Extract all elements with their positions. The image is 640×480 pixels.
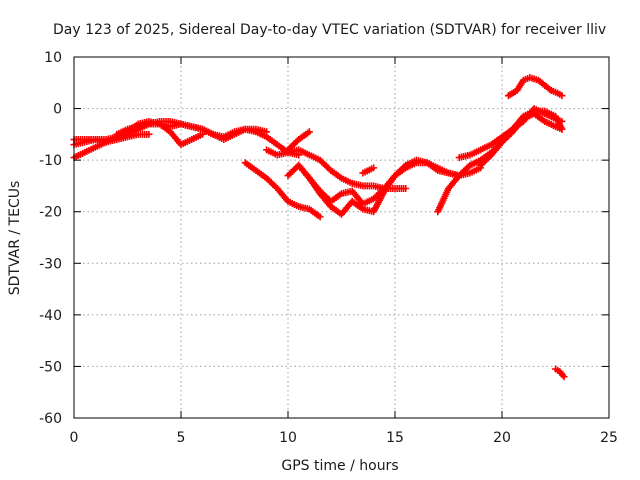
data-point-marker — [558, 125, 566, 133]
data-point-marker — [370, 164, 378, 172]
x-tick-label: 0 — [70, 430, 79, 446]
data-point-marker — [305, 128, 313, 136]
data-point-marker — [198, 130, 206, 138]
y-tick-label: -40 — [39, 308, 62, 324]
y-tick-label: -10 — [39, 153, 62, 169]
x-tick-label: 20 — [493, 430, 511, 446]
series-track-j — [359, 164, 378, 177]
y-tick-label: -50 — [39, 359, 62, 375]
data-point-marker — [263, 128, 271, 136]
data-point-marker — [400, 163, 408, 171]
series-track-e — [241, 159, 324, 221]
series-track-f — [263, 146, 410, 193]
series-track-m — [477, 107, 566, 169]
data-point-marker — [145, 130, 153, 138]
data-point-marker — [560, 373, 568, 381]
chart-title: Day 123 of 2025, Sidereal Day-to-day VTE… — [53, 22, 606, 38]
series-track-o — [552, 365, 568, 381]
axis-ticks: 0 5 10 15 20 25 -60 -50 -40 -30 -20 -10 0 10 — [39, 50, 618, 446]
data-series — [70, 74, 568, 381]
series-track-i — [284, 128, 313, 154]
plot-frame — [73, 56, 610, 419]
y-tick-label: -30 — [39, 256, 62, 272]
y-tick-label: -60 — [39, 411, 62, 427]
data-point-marker — [402, 185, 410, 193]
y-axis-label: SDTVAR / TECUs — [7, 181, 23, 296]
series-track-h — [295, 156, 485, 218]
x-tick-label: 25 — [600, 430, 618, 446]
x-tick-label: 15 — [386, 430, 404, 446]
y-tick-label: -20 — [39, 205, 62, 221]
grid-lines — [74, 57, 609, 418]
x-tick-label: 5 — [177, 430, 186, 446]
x-tick-label: 10 — [279, 430, 297, 446]
series-track-n — [504, 74, 566, 100]
data-point-marker — [558, 92, 566, 100]
y-tick-label: 0 — [53, 102, 62, 118]
y-tick-label: 10 — [44, 50, 62, 66]
data-point-marker — [316, 213, 324, 221]
data-point-marker — [464, 163, 472, 171]
series-track-d — [113, 120, 206, 149]
x-axis-label: GPS time / hours — [281, 458, 398, 474]
